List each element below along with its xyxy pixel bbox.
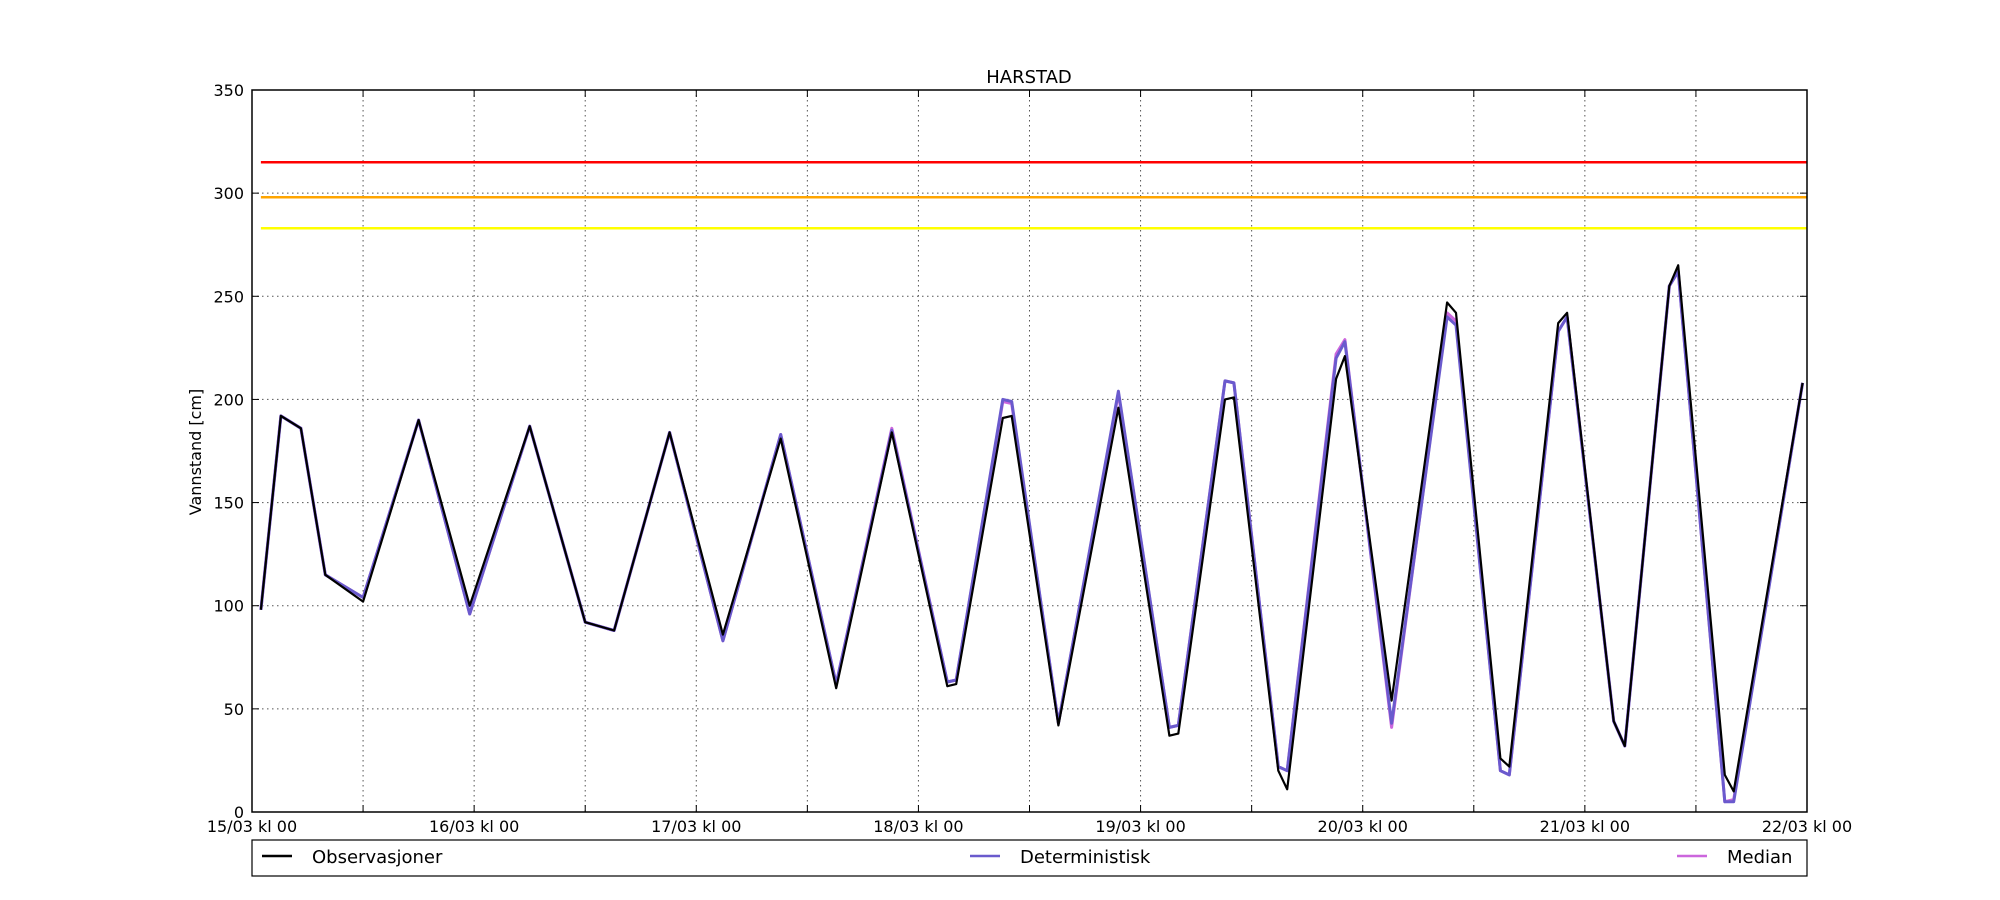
series-lines <box>259 264 1805 804</box>
legend-label-observasjoner: Observasjoner <box>312 847 443 868</box>
legend-label-deterministisk: Deterministisk <box>1020 847 1151 868</box>
x-tick-label: 15/03 kl 00 <box>207 817 297 836</box>
chart-title: HARSTAD <box>986 67 1072 88</box>
x-tick-label: 17/03 kl 00 <box>651 817 741 836</box>
x-tick-label: 18/03 kl 00 <box>873 817 963 836</box>
x-tick-label: 20/03 kl 00 <box>1318 817 1408 836</box>
y-tick-label: 200 <box>213 390 244 409</box>
threshold-lines <box>260 160 1807 230</box>
y-tick-label: 350 <box>213 81 244 100</box>
y-tick-label: 100 <box>213 597 244 616</box>
x-tick-label: 16/03 kl 00 <box>429 817 519 836</box>
y-tick-label: 300 <box>213 184 244 203</box>
legend-frame <box>251 839 1808 877</box>
y-tick-label: 250 <box>213 287 244 306</box>
x-tick-label: 21/03 kl 00 <box>1540 817 1630 836</box>
legend-label-median: Median <box>1727 847 1792 868</box>
y-axis-ticks: 0 50 100 150 200 250 300 350 <box>213 81 1807 822</box>
series-line-observasjoner <box>259 264 1804 793</box>
y-tick-label: 0 <box>234 803 244 822</box>
x-tick-label: 19/03 kl 00 <box>1095 817 1185 836</box>
legend: Observasjoner Deterministisk Median <box>251 839 1808 877</box>
grid <box>252 90 1807 812</box>
y-axis-label: Vannstand [cm] <box>186 389 205 515</box>
x-tick-label: 22/03 kl 00 <box>1762 817 1852 836</box>
y-tick-label: 50 <box>224 700 244 719</box>
y-tick-label: 150 <box>213 494 244 513</box>
x-axis-ticks: 15/03 kl 00 16/03 kl 00 17/03 kl 00 18/03 k… <box>207 90 1852 836</box>
